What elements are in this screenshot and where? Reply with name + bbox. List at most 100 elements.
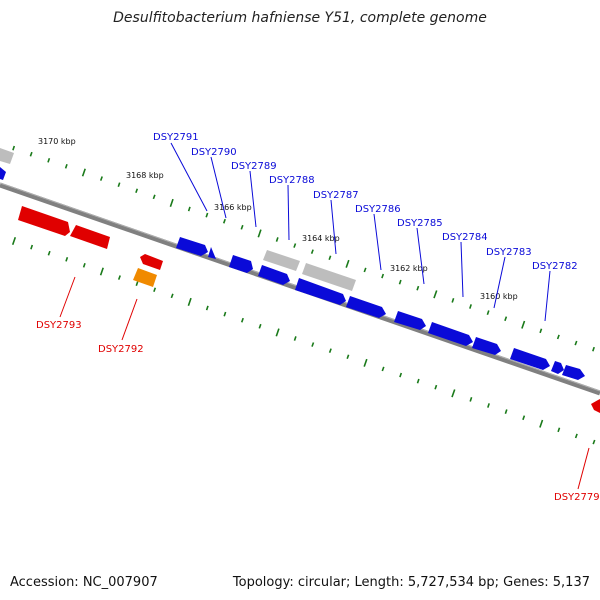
gene-features [0,148,600,413]
lower-row-tick [574,433,578,439]
gene-label-DSY2793[interactable]: DSY2793 [36,320,82,331]
leader-DSY2782 [544,270,551,322]
leader-DSY2790 [210,156,227,219]
lower-row-tick [469,397,473,402]
upper-row-tick [135,188,139,194]
feature-forward-3[interactable] [208,247,216,259]
upper-row-tick [29,151,33,157]
lower-row-tick [258,323,262,329]
gene-labels: DSY2791 DSY2790 DSY2789 DSY2788 DSY2787 … [36,132,600,503]
gene-label-DSY2787[interactable]: DSY2787 [313,190,359,201]
upper-row-tick [574,340,578,346]
gene-label-DSY2792[interactable]: DSY2792 [98,344,144,355]
lower-row-tick [504,409,508,414]
label-leaders [59,142,590,490]
leader-DSY2785 [416,227,425,285]
scale-label-3166: 3166 kbp [214,203,252,212]
leader-DSY2791 [170,142,208,212]
upper-row-tick [328,255,332,261]
scale-labels: 3170 kbp 3168 kbp 3166 kbp 3164 kbp 3162… [38,137,518,301]
lower-row-tick [223,311,227,317]
feature-forward-6[interactable] [295,278,346,305]
feature-forward-8[interactable] [394,311,426,330]
lower-row-tick [240,317,244,323]
feature-forward-5[interactable] [258,265,290,285]
scale-label-3162: 3162 kbp [390,264,428,273]
gene-label-DSY2782[interactable]: DSY2782 [532,261,578,272]
scale-label-3160: 3160 kbp [480,292,518,301]
leader-DSY2787 [330,199,337,255]
feature-forward-11[interactable] [510,348,550,370]
genome-info-label: Topology: circular; Length: 5,727,534 bp… [232,575,590,590]
leader-DSY2793 [59,276,76,318]
accession-label: Accession: NC_007907 [10,575,158,590]
upper-row-tick [416,285,420,291]
gene-label-DSY2783[interactable]: DSY2783 [486,247,532,258]
lower-row-tick [153,287,157,293]
feature-forward-2[interactable] [176,237,208,256]
scale-label-3168: 3168 kbp [126,171,164,180]
feature-forward-13[interactable] [562,365,585,380]
feature-forward-10[interactable] [472,337,501,355]
upper-row-tick [240,224,244,230]
upper-row-tick [451,298,455,303]
feature-rna-1[interactable] [133,268,157,287]
upper-row-tick [169,198,174,207]
feature-grey-3[interactable] [302,263,356,291]
leader-DSY2792 [121,298,138,341]
lower-row-tick [293,336,297,341]
upper-row-tick [504,316,508,322]
feature-forward-9[interactable] [428,322,473,346]
scale-label-3170: 3170 kbp [38,137,76,146]
leader-DSY2788 [287,184,290,241]
upper-row-tick [12,145,16,151]
feature-forward-12[interactable] [551,361,564,374]
gene-label-DSY2788[interactable]: DSY2788 [269,175,315,186]
upper-row-tick [205,212,209,218]
leader-DSY2783 [493,256,506,309]
lower-row-tick [416,378,420,384]
upper-row-tick [539,328,543,334]
feature-forward-1[interactable] [0,167,6,180]
upper-row-tick [363,267,367,273]
upper-row-tick [345,259,350,268]
gene-label-DSY2789[interactable]: DSY2789 [231,161,277,172]
upper-row-tick [521,320,526,329]
lower-row-tick [65,256,69,262]
lower-row-tick [311,342,315,347]
upper-row-tick [469,304,472,309]
feature-grey-1[interactable] [0,148,14,164]
gene-label-DSY2791[interactable]: DSY2791 [153,132,199,143]
lower-row-tick [82,263,86,268]
upper-row-tick [152,194,156,200]
upper-row-tick [257,229,262,238]
lower-row-tick [399,372,403,378]
upper-row-tick [433,290,438,299]
lower-row-tick [30,244,34,250]
lower-row-tick [557,427,561,433]
feature-reverse-4[interactable] [591,399,600,413]
lower-row-tick [381,366,385,372]
gene-label-DSY2786[interactable]: DSY2786 [355,204,401,215]
gene-label-DSY2785[interactable]: DSY2785 [397,218,443,229]
upper-row-tick [293,243,297,248]
upper-row-tick [47,157,51,163]
upper-row-tick [381,273,385,279]
upper-row-tick [275,237,279,242]
gene-label-DSY2779[interactable]: DSY2779 [554,492,600,503]
lower-row-tick [47,250,51,256]
gene-label-DSY2790[interactable]: DSY2790 [191,147,237,158]
feature-reverse-3[interactable] [140,254,163,270]
feature-forward-7[interactable] [346,296,386,318]
upper-row-tick [556,334,560,340]
lower-row-tick [187,297,192,306]
upper-row-tick [310,249,314,254]
lower-row-tick [11,236,17,246]
feature-reverse-2[interactable] [70,225,110,249]
upper-row-tick [99,176,103,181]
feature-reverse-1[interactable] [18,206,70,236]
feature-forward-4[interactable] [229,255,253,273]
feature-grey-2[interactable] [263,250,300,271]
gene-label-DSY2784[interactable]: DSY2784 [442,232,488,243]
